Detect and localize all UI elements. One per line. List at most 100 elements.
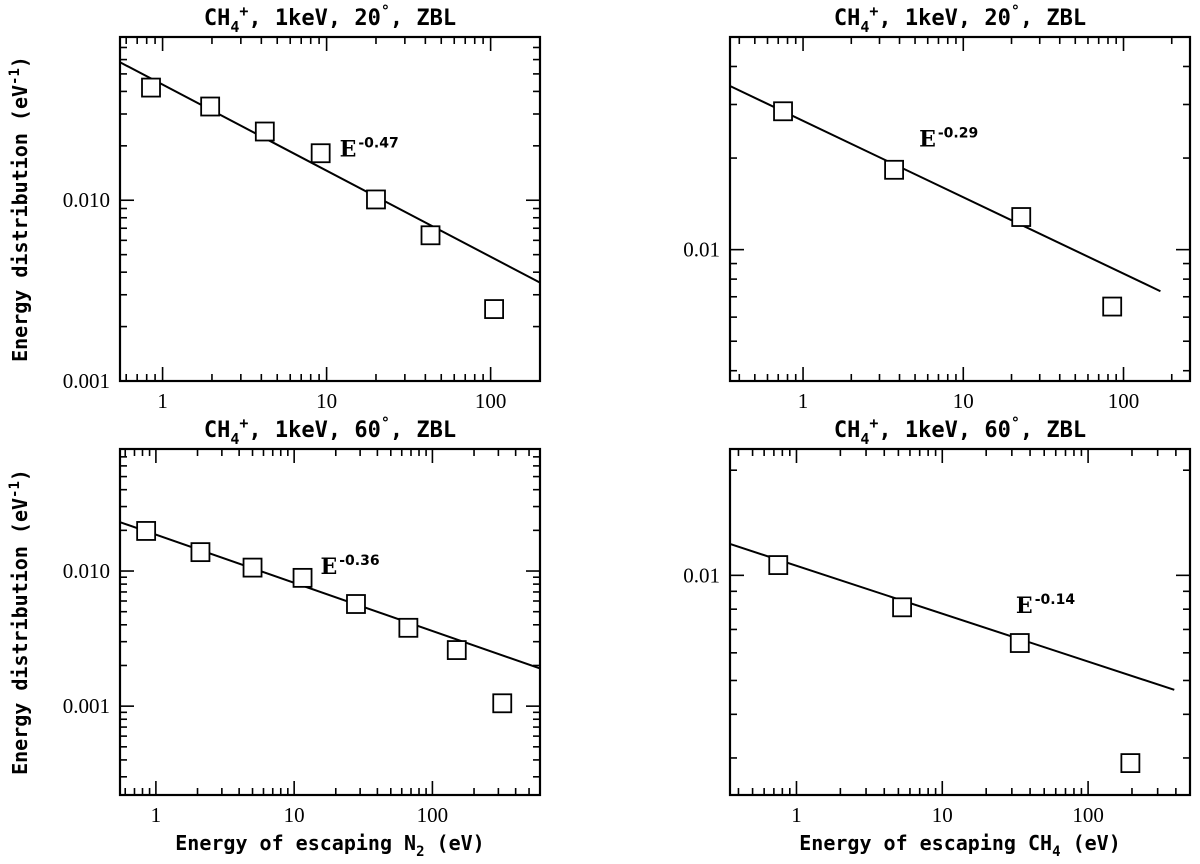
annotation-exponent: -0.29	[938, 126, 978, 142]
y-tick-label: 0.010	[63, 188, 110, 212]
data-point-marker	[1120, 753, 1141, 774]
title-degree: °	[381, 2, 390, 20]
title-rest: , 1keV, 60	[248, 418, 380, 443]
title-superscript: +	[239, 414, 248, 432]
chart-title: CH4+, 1keV, 60°, ZBL	[204, 414, 456, 448]
title-degree: °	[1011, 2, 1020, 20]
x-axis-label-close: (eV)	[425, 831, 485, 855]
data-point-marker	[190, 542, 211, 563]
title-subscript: 4	[230, 430, 239, 448]
power-law-fit-line	[729, 542, 1175, 691]
data-point-marker	[484, 299, 505, 319]
y-axis-label: Energy distribution (eV-1)	[7, 469, 32, 775]
x-axis-label: Energy of escaping CH4 (eV)	[799, 831, 1121, 860]
title-subscript: 4	[860, 430, 869, 448]
title-tail: , ZBL	[1020, 418, 1086, 443]
data-point-marker	[310, 143, 331, 164]
annotation-base: E	[340, 136, 357, 162]
x-tick-label: 1	[798, 389, 809, 413]
data-point-marker	[884, 159, 904, 180]
data-point-marker	[292, 567, 313, 588]
title-rest: , 1keV, 20	[248, 6, 380, 31]
x-tick-label: 10	[316, 389, 337, 413]
plot-frame	[728, 447, 1192, 797]
title-main: CH	[204, 418, 231, 443]
x-tick-label: 10	[953, 389, 974, 413]
plot-frame	[118, 447, 542, 797]
y-tick-label: 0.010	[63, 559, 110, 583]
y-axis-label-text: Energy distribution (eV	[8, 85, 32, 362]
data-point-marker	[141, 77, 161, 98]
y-axis-label: Energy distribution (eV-1)	[7, 56, 32, 362]
x-axis-label-text: Energy of escaping CH	[799, 831, 1052, 855]
x-axis-label-subscript: 4	[1052, 844, 1060, 860]
x-axis-label-close: (eV)	[1061, 831, 1121, 855]
title-tail: , ZBL	[390, 6, 456, 31]
title-superscript: +	[869, 2, 878, 20]
title-main: CH	[834, 6, 861, 31]
annotation-base: E	[919, 127, 936, 153]
data-point-marker	[346, 594, 366, 614]
x-tick-label: 100	[475, 389, 507, 413]
data-point-marker	[242, 557, 263, 578]
annotation-exponent: -0.47	[358, 135, 398, 151]
data-point-marker	[773, 101, 793, 122]
data-point-marker	[892, 597, 912, 618]
power-law-annotation: E -0.47	[340, 135, 399, 162]
data-point-marker	[492, 693, 513, 714]
data-point-marker	[1009, 633, 1030, 653]
chart-title: CH4+, 1keV, 20°, ZBL	[834, 2, 1086, 36]
y-tick-label: 0.01	[683, 238, 720, 262]
power-law-annotation: E -0.36	[320, 553, 379, 580]
data-point-marker	[768, 555, 789, 575]
chart-panel-top-right: 1 10 100 0.01 CH4+, 1keV, 20°, ZBL E -0.29	[683, 2, 1192, 413]
data-point-marker	[1011, 207, 1032, 227]
chart-title: CH4+, 1keV, 60°, ZBL	[834, 414, 1086, 448]
y-axis-label-close: )	[8, 469, 32, 481]
x-tick-label: 100	[1072, 803, 1104, 827]
chart-panel-bottom-left: 1 10 100 0.001 0.010 CH4+, 1keV, 60°, ZBL Ener…	[7, 414, 542, 860]
plot-frame	[118, 35, 542, 383]
x-axis-label-subscript: 2	[416, 844, 424, 860]
power-law-annotation: E -0.29	[919, 126, 978, 153]
y-tick-label: 0.001	[63, 694, 110, 718]
x-tick-label: 1	[157, 389, 168, 413]
annotation-base: E	[320, 554, 337, 580]
annotation-base: E	[1016, 593, 1033, 619]
x-tick-label: 10	[932, 803, 953, 827]
plot-frame	[728, 35, 1192, 383]
y-axis-label-superscript: -1	[7, 68, 23, 85]
title-main: CH	[834, 418, 861, 443]
x-tick-label: 10	[284, 803, 305, 827]
chart-panel-top-left: 1 10 100 0.001 0.010 CH4+, 1keV, 20°, ZBL Ener…	[7, 2, 542, 413]
data-point-marker	[200, 96, 221, 117]
data-point-marker	[420, 225, 441, 246]
title-subscript: 4	[860, 18, 869, 36]
y-axis-label-text: Energy distribution (eV	[8, 498, 32, 775]
y-tick-label: 0.001	[63, 369, 110, 393]
data-point-marker	[446, 640, 467, 660]
power-law-fit-line	[119, 61, 541, 284]
data-point-marker	[398, 617, 419, 638]
power-law-annotation: E -0.14	[1016, 592, 1075, 619]
x-tick-label: 1	[151, 803, 162, 827]
x-axis-label: Energy of escaping N2 (eV)	[175, 831, 484, 860]
title-superscript: +	[869, 414, 878, 432]
title-tail: , ZBL	[1020, 6, 1086, 31]
y-axis-label-close: )	[8, 56, 32, 68]
y-tick-label: 0.01	[683, 563, 720, 587]
title-degree: °	[381, 414, 390, 432]
title-superscript: +	[239, 2, 248, 20]
x-tick-label: 100	[1108, 389, 1140, 413]
title-main: CH	[204, 6, 231, 31]
annotation-exponent: -0.14	[1035, 592, 1076, 608]
annotation-exponent: -0.36	[339, 553, 379, 569]
data-point-marker	[366, 189, 386, 210]
y-axis-label-superscript: -1	[7, 481, 23, 498]
title-tail: , ZBL	[390, 418, 456, 443]
chart-title: CH4+, 1keV, 20°, ZBL	[204, 2, 456, 36]
title-subscript: 4	[230, 18, 239, 36]
power-law-fit-line	[729, 85, 1161, 293]
